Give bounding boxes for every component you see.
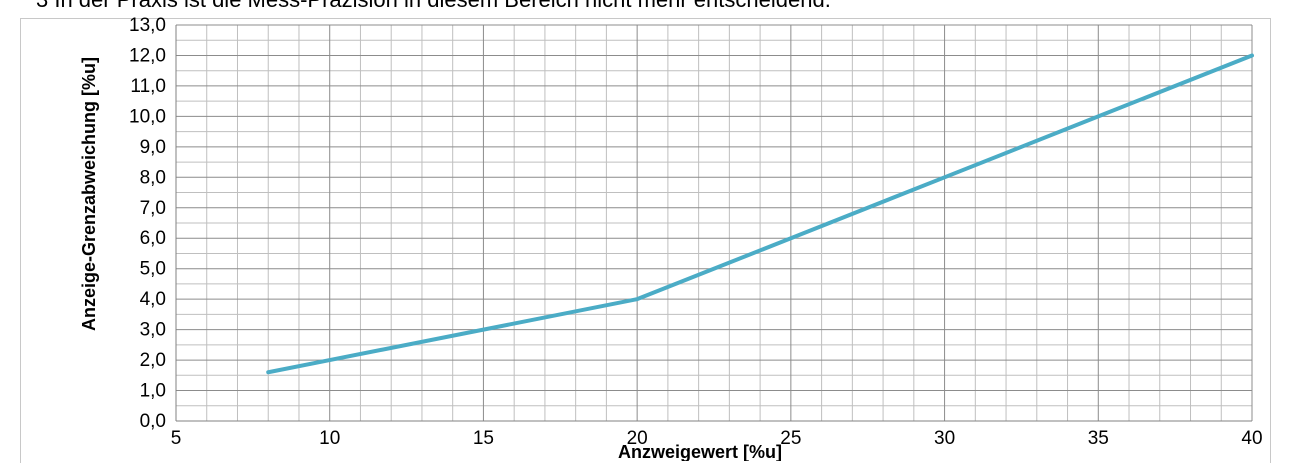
y-tick-label: 4,0 (140, 289, 166, 310)
y-tick-label: 5,0 (140, 259, 166, 280)
y-tick-label: 0,0 (140, 411, 166, 432)
y-tick-label: 2,0 (140, 350, 166, 371)
minor-gridlines (176, 25, 1252, 421)
x-tick-label: 35 (1088, 428, 1109, 449)
x-tick-label: 5 (171, 428, 182, 449)
series-line (266, 53, 1254, 375)
y-tick-label: 12,0 (129, 45, 166, 66)
x-tick-label: 30 (934, 428, 955, 449)
y-tick-label: 8,0 (140, 167, 166, 188)
header-text: 3 In der Praxis ist die Mess-Präzision i… (36, 0, 831, 13)
axes (175, 25, 1252, 422)
y-tick-label: 1,0 (140, 381, 166, 402)
x-tick-label: 15 (473, 428, 494, 449)
x-tick-label: 25 (780, 428, 801, 449)
x-tick-label: 20 (627, 428, 648, 449)
chart-frame (20, 18, 1271, 463)
y-tick-label: 3,0 (140, 320, 166, 341)
y-tick-label: 9,0 (140, 137, 166, 158)
y-tick-label: 6,0 (140, 228, 166, 249)
y-tick-label: 7,0 (140, 198, 166, 219)
y-tick-label: 13,0 (129, 15, 166, 36)
series-group (266, 53, 1254, 375)
x-axis-label: Anzweigewert [%u] (618, 442, 782, 461)
y-tick-label: 11,0 (130, 76, 166, 97)
x-tick-label: 10 (319, 428, 340, 449)
y-tick-label: 10,0 (129, 106, 166, 127)
y-axis-label: Anzeige-Grenzabweichung [%u] (79, 57, 99, 331)
x-tick-label: 40 (1241, 428, 1262, 449)
major-gridlines (175, 24, 1253, 422)
tick-labels: 5 10 15 20 25 30 35 40 0,0 1,0 2,0 3,0 4,0 5,0 6,0 7,0 8… (129, 15, 1263, 449)
